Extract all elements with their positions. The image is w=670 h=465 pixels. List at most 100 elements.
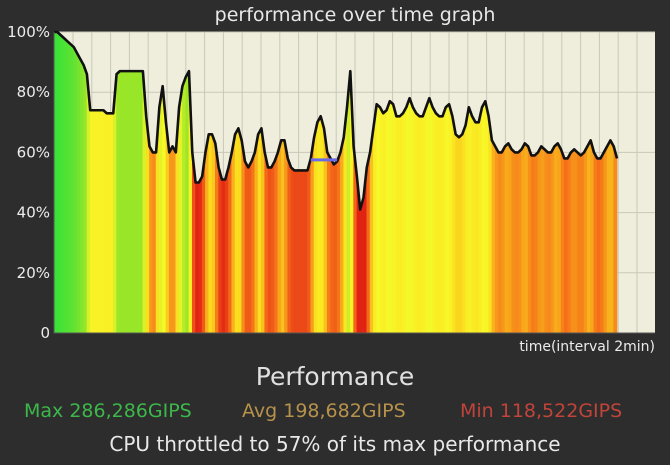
area-segment — [274, 152, 279, 334]
y-tick-label: 100% — [7, 23, 50, 41]
area-segment — [254, 134, 259, 334]
area-segment — [399, 112, 404, 334]
area-segment — [119, 70, 124, 334]
area-segment — [70, 43, 75, 334]
area-segment — [76, 52, 81, 334]
area-segment — [307, 158, 312, 334]
area-segment — [366, 152, 371, 334]
area-segment — [287, 158, 292, 334]
area-segment — [389, 100, 394, 334]
area-segment — [152, 152, 157, 334]
area-segment — [195, 182, 200, 334]
area-segment — [290, 166, 295, 334]
area-segment — [145, 116, 150, 334]
area-segment — [458, 133, 463, 334]
area-segment — [422, 107, 427, 334]
area-segment — [491, 140, 496, 334]
area-segment — [425, 98, 430, 334]
max-stat: Max 286,286GIPS — [24, 400, 192, 422]
area-segment — [435, 112, 440, 334]
area-segment — [521, 143, 526, 334]
area-segment — [185, 70, 190, 334]
area-segment — [429, 98, 433, 334]
area-segment — [132, 70, 137, 334]
area-segment — [231, 134, 236, 334]
area-segment — [109, 112, 114, 334]
area-segment — [168, 146, 173, 334]
chart-title: performance over time graph — [214, 4, 496, 26]
area-segment — [554, 142, 559, 334]
area-segment — [261, 128, 266, 334]
area-segment — [313, 122, 318, 334]
area-segment — [238, 128, 242, 334]
area-segment — [557, 143, 562, 334]
area-segment — [468, 107, 473, 334]
area-segment — [547, 152, 552, 334]
area-segment — [215, 143, 219, 334]
area-segment — [340, 137, 345, 334]
area-segment — [63, 37, 68, 334]
area-segment — [211, 134, 216, 334]
area-segment — [60, 34, 65, 334]
area-segment — [501, 146, 506, 334]
y-tick-label: 60% — [17, 143, 50, 161]
area-segment — [478, 107, 483, 334]
performance-heading: Performance — [255, 362, 415, 391]
area-segment — [284, 140, 289, 334]
area-segment — [596, 158, 601, 334]
throttle-summary: CPU throttled to 57% of its max performa… — [109, 432, 561, 456]
area-segment — [587, 140, 591, 334]
area-segment — [379, 107, 384, 334]
area-segment — [475, 122, 480, 334]
area-segment — [471, 116, 476, 334]
area-segment — [544, 148, 549, 334]
area-segment — [415, 112, 420, 334]
area-segment — [251, 152, 256, 334]
area-segment — [396, 115, 401, 334]
area-segment — [224, 167, 229, 334]
area-segment — [208, 134, 213, 334]
area-segment — [386, 101, 391, 334]
area-segment — [257, 128, 262, 334]
area-segment — [504, 142, 509, 334]
area-segment — [103, 109, 107, 334]
area-segment — [412, 107, 417, 334]
area-segment — [80, 58, 84, 334]
area-segment — [392, 104, 397, 334]
area-segment — [373, 104, 377, 334]
area-segment — [129, 70, 134, 334]
area-segment — [198, 176, 203, 334]
area-segment — [221, 179, 226, 334]
area-segment — [73, 46, 78, 334]
area-segment — [432, 107, 437, 334]
area-segment — [267, 167, 272, 334]
series-line — [54, 30, 619, 211]
area-segment — [126, 70, 131, 334]
area-segment — [603, 146, 608, 334]
y-tick-label: 0 — [40, 324, 50, 342]
area-segment — [577, 151, 582, 334]
area-segment — [508, 143, 512, 334]
area-segment — [178, 86, 183, 334]
area-segment — [270, 161, 275, 334]
area-segment — [149, 146, 154, 334]
area-segment — [99, 109, 104, 334]
area-segment — [93, 109, 98, 334]
x-axis-label: time(interval 2min) — [519, 339, 655, 355]
area-segment — [465, 107, 470, 334]
y-tick-label: 20% — [17, 264, 50, 282]
area-segment — [280, 140, 285, 334]
area-segment — [455, 133, 460, 334]
area-segment — [201, 152, 206, 334]
area-segment — [96, 109, 101, 334]
area-segment — [136, 70, 140, 334]
area-segment — [409, 98, 414, 334]
area-segment — [83, 65, 88, 334]
area-segment — [461, 125, 466, 334]
area-segment — [438, 115, 443, 334]
area-segment — [382, 109, 387, 334]
area-segment — [294, 170, 298, 334]
area-segment — [310, 137, 315, 334]
area-segment — [376, 103, 381, 334]
area-segment — [86, 74, 91, 334]
